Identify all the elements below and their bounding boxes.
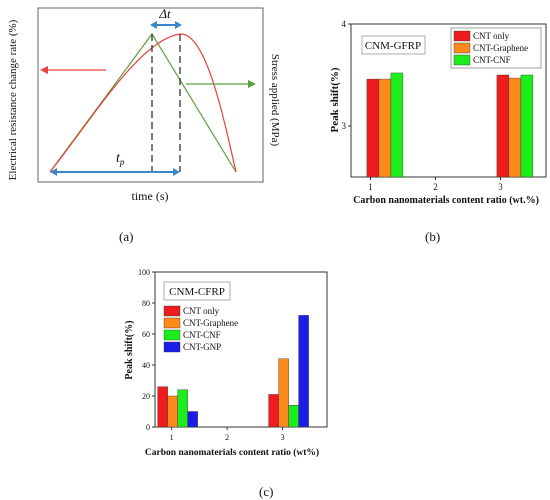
panel-c-box-title: CNM-CFRP (169, 286, 225, 298)
x-tick-label: 1 (368, 182, 373, 192)
y-tick-label: 20 (142, 392, 150, 401)
panel-a-ylabel-left: Electrical resistance change rate (%) (7, 19, 19, 180)
legend-label: CNT-GNP (183, 342, 221, 352)
tp-label: tp (116, 151, 125, 167)
legend-swatch (453, 54, 471, 66)
delta-t-label: Δt (158, 6, 171, 21)
delta-t-arrowhead-left (150, 21, 157, 29)
panel-c-title-box (163, 281, 231, 301)
x-tick-label: 3 (281, 433, 285, 442)
stress-series-line (49, 32, 237, 173)
tp-arrowhead-right (173, 168, 180, 176)
bar-cnt-graphene-1 (378, 78, 392, 178)
panel-c-xlabel: Carbon nanomaterials content ratio (wt%) (145, 447, 319, 458)
panel-a-caption: (a) (119, 229, 134, 244)
panel-b-box-title: CNM-GFRP (365, 40, 421, 52)
panel-c-frame (154, 271, 328, 428)
panel-c-ylabel: Peak shift(%) (124, 320, 135, 379)
legend-label: CNT-Graphene (473, 43, 528, 53)
bar-cnt-only-1 (366, 78, 380, 178)
panel-b-chart: 1 2 3 3 4 CNM-GFRP CNT only CNT-Graphene CNT-C… (329, 19, 547, 206)
panel-a-frame (37, 7, 264, 183)
legend-swatch (453, 42, 471, 54)
bar-cnt-cnf-1 (177, 389, 188, 428)
panel-c-caption: (c) (259, 484, 274, 499)
bar-cnt-cnf-3 (520, 74, 534, 178)
y-tick-label: 4 (342, 19, 347, 29)
legend-swatch (163, 329, 181, 341)
tp-arrowhead-left (50, 168, 57, 176)
legend-label: CNT-CNF (473, 55, 511, 65)
bar-cnt-gnp-3 (298, 315, 309, 428)
panel-a-ylabel-right: Stress applied (MPa) (269, 54, 281, 147)
y-tick-label: 60 (142, 330, 150, 339)
y-tick-label: 0 (146, 423, 150, 432)
resistance-series-line (49, 33, 237, 173)
legend-swatch (163, 317, 181, 329)
panel-b-xlabel: Carbon nanomaterials content ratio (wt.%… (353, 195, 539, 206)
x-tick-label: 1 (170, 433, 174, 442)
bar-cnt-graphene-3 (278, 358, 289, 428)
bar-cnt-graphene-3 (508, 77, 522, 178)
legend-label: CNT-CNF (183, 330, 221, 340)
bar-cnt-only-3 (268, 394, 279, 428)
y-tick-label: 100 (138, 268, 150, 277)
panel-c-chart: 1 2 3 0 20 40 60 80 100 CNM-CFRP CNT only CNT-Gra… (124, 268, 328, 458)
panel-b-caption: (b) (425, 229, 441, 244)
bar-cnt-gnp-1 (187, 411, 198, 428)
x-tick-label: 3 (498, 182, 503, 192)
y-tick-label: 3 (342, 121, 347, 131)
stress-axis-arrowhead (248, 80, 256, 88)
legend-swatch (163, 305, 181, 317)
panel-b-title-box (361, 35, 426, 55)
resistance-axis-arrowhead (40, 66, 48, 74)
panel-b-ylabel: Peak shift(%) (329, 67, 341, 132)
bar-cnt-only-3 (496, 74, 510, 178)
legend-swatch (453, 30, 471, 42)
bar-cnt-only-1 (157, 386, 168, 428)
legend-swatch (163, 341, 181, 353)
legend-label: CNT only (473, 31, 510, 41)
bar-cnt-cnf-3 (288, 405, 299, 428)
panel-a-chart: Δt tp Electrical resistance change rate … (7, 6, 281, 203)
bar-cnt-cnf-1 (390, 72, 404, 178)
legend-label: CNT only (183, 306, 220, 316)
y-tick-label: 40 (142, 361, 150, 370)
panel-b-frame (350, 23, 547, 178)
delta-t-arrowhead-right (175, 21, 182, 29)
y-tick-label: 80 (142, 299, 150, 308)
x-tick-label: 2 (225, 433, 229, 442)
x-tick-label: 2 (433, 182, 438, 192)
legend-label: CNT-Graphene (183, 318, 238, 328)
panel-a-xlabel: time (s) (132, 189, 169, 203)
bar-cnt-graphene-1 (167, 395, 178, 428)
